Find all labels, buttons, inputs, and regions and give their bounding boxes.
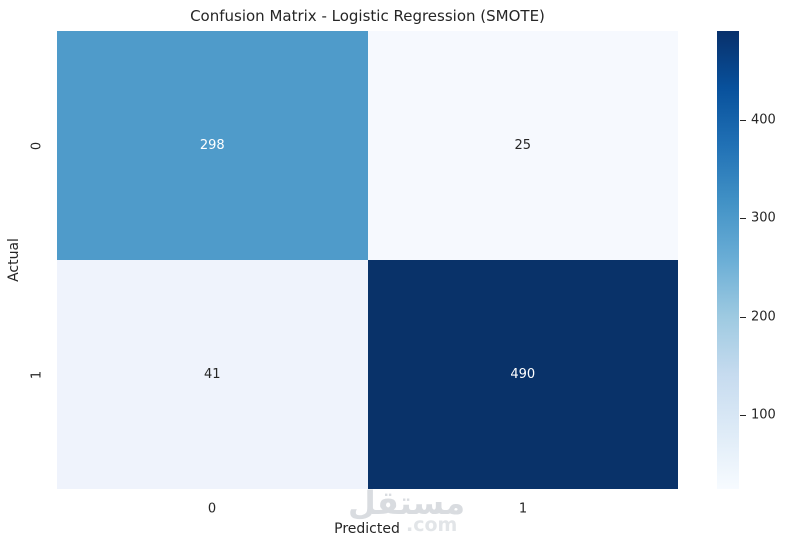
heatmap-cell-actual0-pred0: 298	[57, 31, 368, 260]
watermark-arabic-text: مستقل	[348, 484, 466, 522]
colorbar-tick-label-200: 200	[751, 309, 776, 325]
colorbar-tick-label-400: 400	[751, 112, 776, 128]
colorbar-tick-label-100: 100	[751, 407, 776, 423]
y-tick-0: 0	[29, 141, 45, 151]
colorbar-tick-label-300: 300	[751, 210, 776, 226]
x-tick-1: 1	[518, 501, 528, 517]
chart-title: Confusion Matrix - Logistic Regression (…	[190, 7, 545, 25]
y-axis-label: Actual	[6, 238, 22, 282]
heatmap-cell-actual1-pred0: 41	[57, 260, 368, 489]
colorbar-gradient	[717, 31, 739, 489]
x-axis-label: Predicted	[334, 521, 400, 537]
colorbar-tickmark-200	[740, 317, 746, 318]
x-tick-0: 0	[207, 501, 217, 517]
heatmap-cell-actual0-pred1: 25	[367, 31, 678, 260]
heatmap-cell-actual1-pred1: 490	[367, 260, 678, 489]
y-tick-1: 1	[29, 370, 45, 380]
colorbar-tickmark-300	[740, 218, 746, 219]
heatmap-plot-area: 298 25 41 490	[57, 31, 678, 489]
colorbar-tickmark-100	[740, 415, 746, 416]
colorbar-tickmark-400	[740, 120, 746, 121]
watermark-latin-text: .com	[406, 514, 458, 536]
